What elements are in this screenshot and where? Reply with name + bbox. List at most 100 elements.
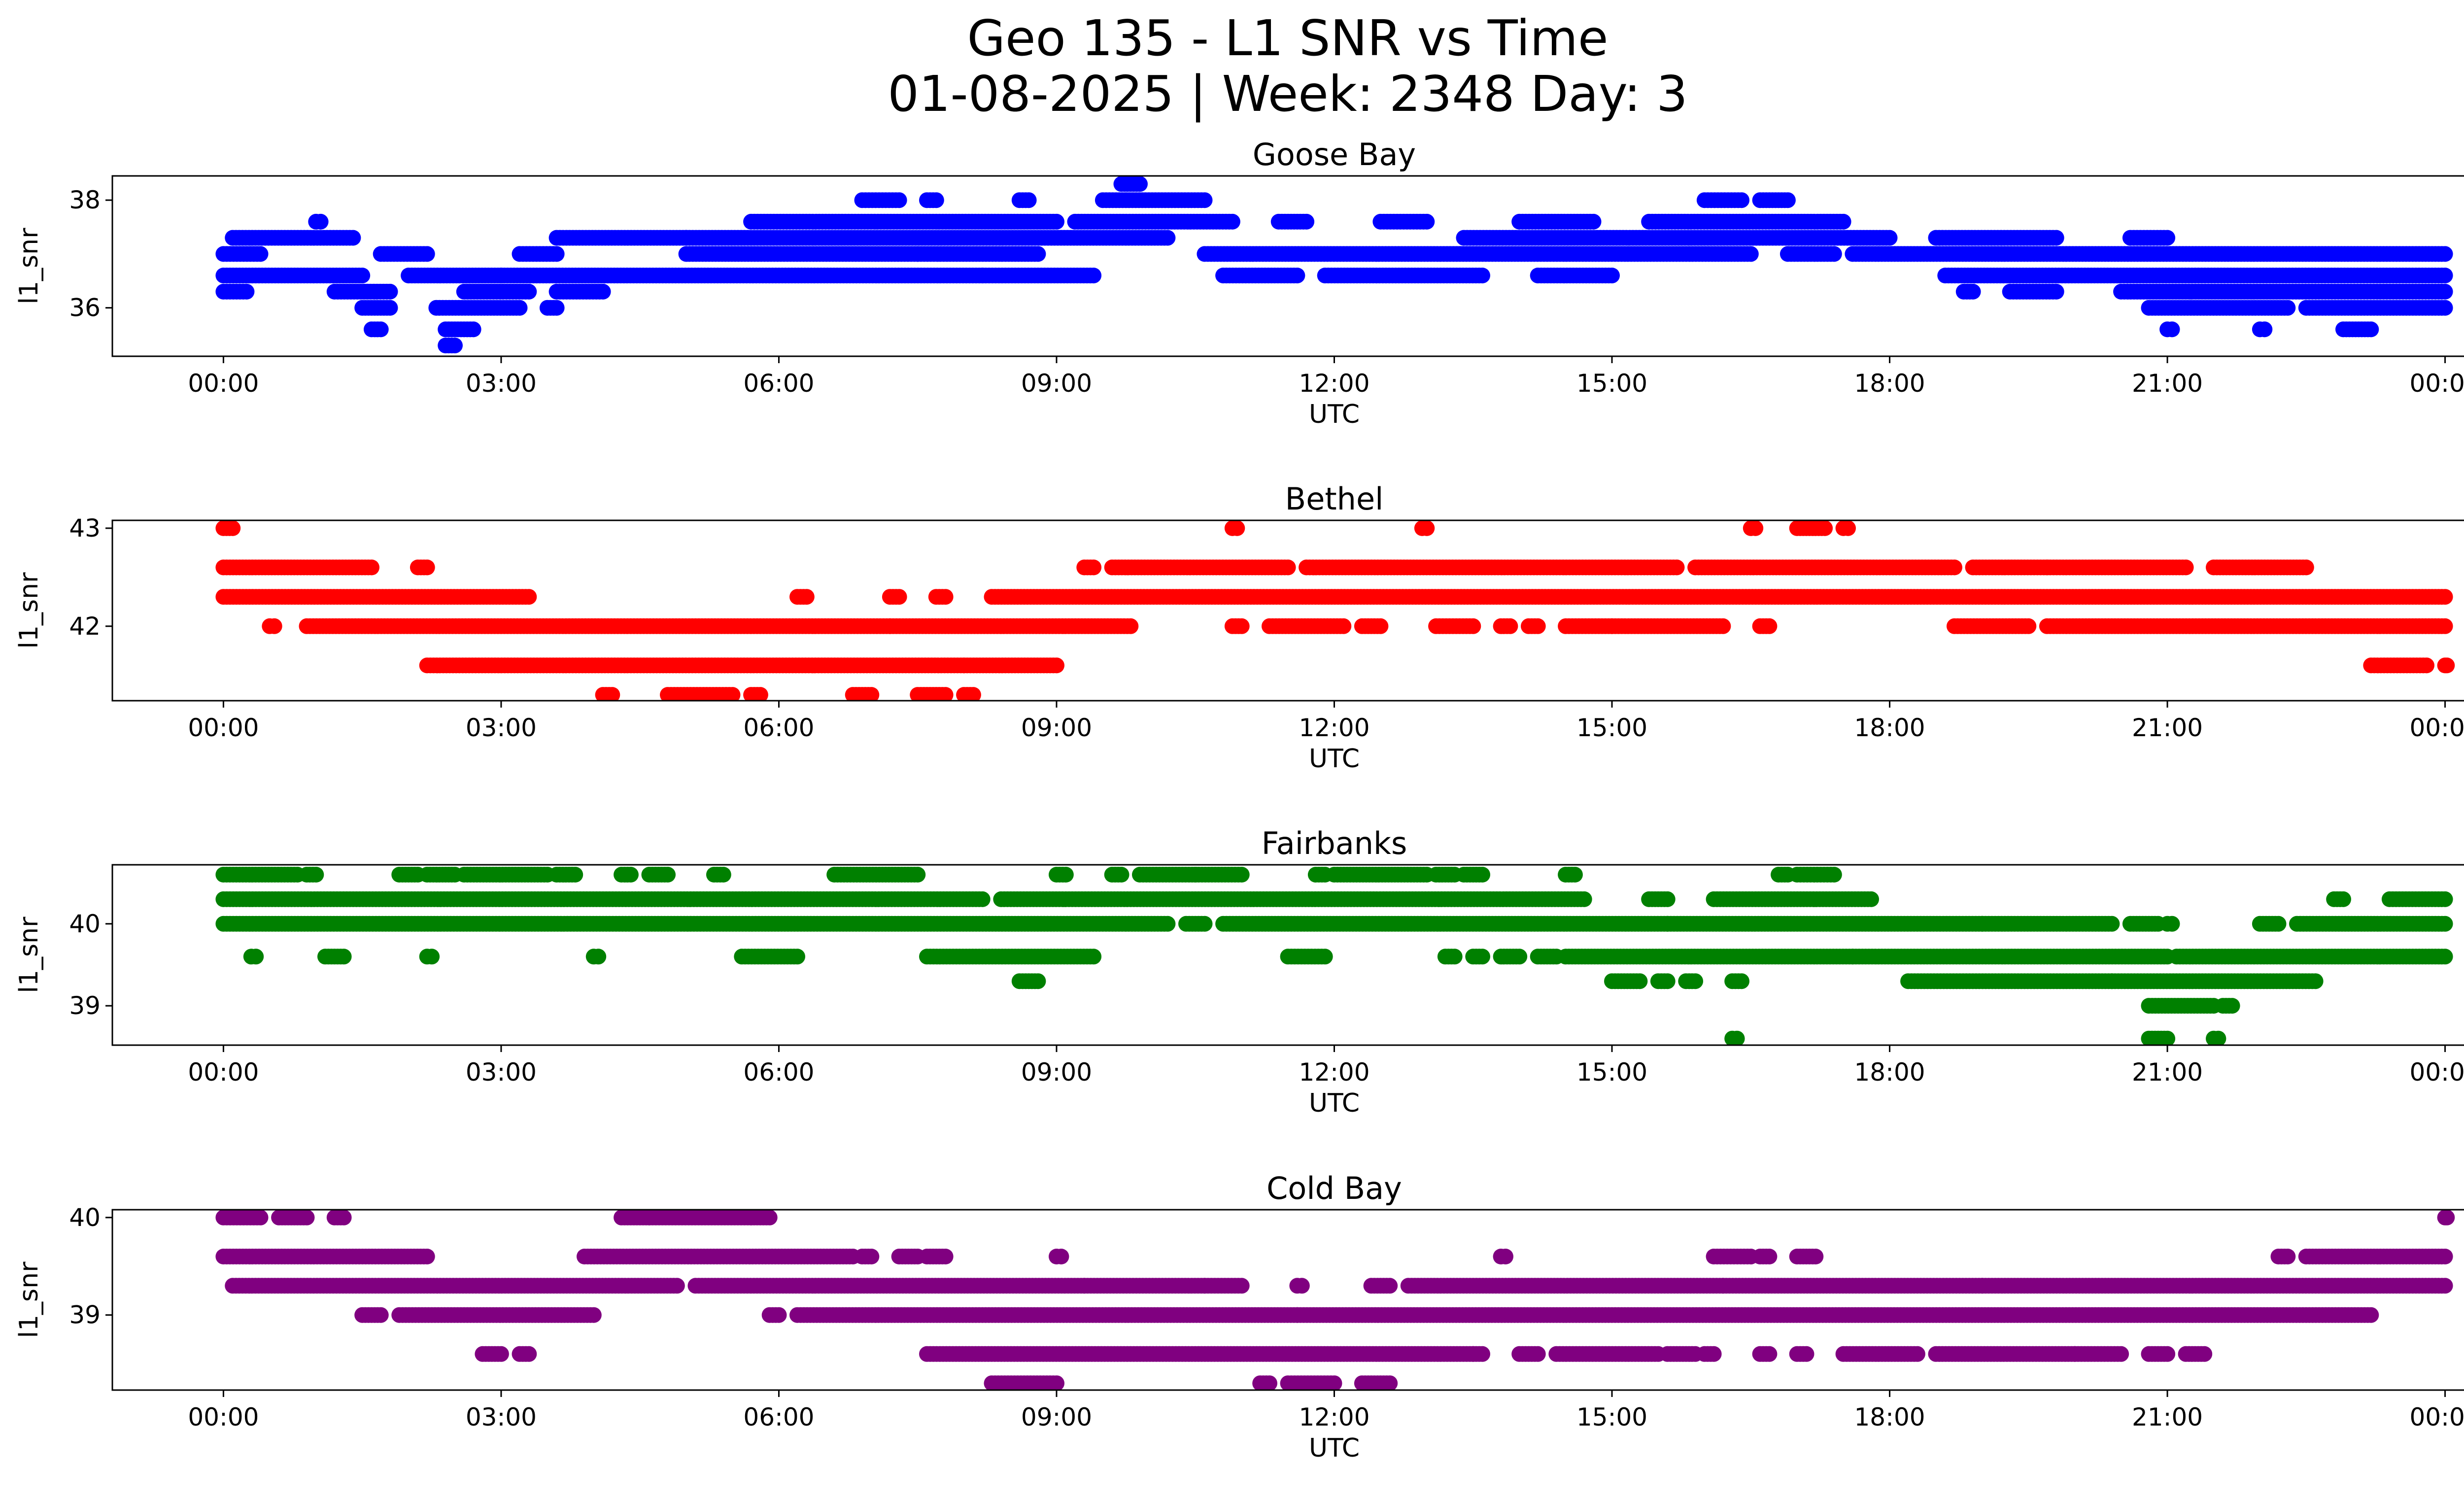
data-point xyxy=(2049,230,2064,246)
data-point xyxy=(382,284,398,300)
data-point xyxy=(1586,214,1602,230)
data-point xyxy=(2437,891,2453,907)
data-point xyxy=(1229,520,1245,536)
y-axis-label: l1_snr xyxy=(14,572,44,649)
data-point xyxy=(1114,867,1129,883)
data-point xyxy=(549,300,565,316)
data-point xyxy=(2335,891,2351,907)
data-point xyxy=(1747,520,1763,536)
data-point xyxy=(1474,867,1490,883)
data-point xyxy=(267,618,282,634)
scatter-series xyxy=(215,176,2453,353)
x-tick-label: 18:00 xyxy=(1854,369,1925,398)
data-point xyxy=(239,284,254,300)
data-point xyxy=(1086,268,1101,283)
data-point xyxy=(1882,230,1898,246)
data-point xyxy=(253,246,269,262)
data-point xyxy=(521,589,537,605)
data-point xyxy=(2257,321,2272,337)
data-point xyxy=(1660,891,1676,907)
x-tick-label: 06:00 xyxy=(743,369,814,398)
data-point xyxy=(891,192,907,208)
axes-frame xyxy=(112,520,2464,701)
x-tick-label: 21:00 xyxy=(2132,369,2203,398)
data-point xyxy=(1289,268,1305,283)
data-point xyxy=(1576,891,1592,907)
data-point xyxy=(2159,230,2175,246)
y-tick-label: 42 xyxy=(69,612,101,641)
x-tick-label: 06:00 xyxy=(743,714,814,742)
data-point xyxy=(1761,618,1777,634)
y-axis-label: l1_snr xyxy=(14,228,44,305)
data-point xyxy=(2419,657,2434,673)
x-tick-label: 00:00 xyxy=(188,714,259,742)
data-point xyxy=(1965,284,1981,300)
data-point xyxy=(1372,618,1388,634)
data-point xyxy=(1826,246,1842,262)
x-tick-label: 03:00 xyxy=(466,714,537,742)
data-point xyxy=(1225,214,1240,230)
scatter-series xyxy=(215,520,2455,703)
data-point xyxy=(1234,618,1250,634)
data-point xyxy=(1197,916,1213,932)
data-point xyxy=(1335,618,1351,634)
data-point xyxy=(1826,867,1842,883)
data-point xyxy=(466,321,481,337)
data-point xyxy=(419,560,435,576)
data-point xyxy=(1502,618,1518,634)
data-point xyxy=(2437,300,2453,316)
data-point xyxy=(928,192,944,208)
data-point xyxy=(2178,560,2194,576)
data-point xyxy=(1132,176,1148,192)
data-point xyxy=(2437,246,2453,262)
data-point xyxy=(1840,520,1856,536)
scatter-series xyxy=(215,867,2453,1047)
data-point xyxy=(549,246,565,262)
data-point xyxy=(521,284,537,300)
y-tick-label: 38 xyxy=(69,186,101,214)
data-point xyxy=(975,891,991,907)
x-tick-label: 00:00 xyxy=(2410,714,2464,742)
x-tick-label: 03:00 xyxy=(466,369,537,398)
x-tick-label: 12:00 xyxy=(1299,714,1369,742)
data-point xyxy=(1160,230,1175,246)
data-point xyxy=(1234,867,1250,883)
data-point xyxy=(1419,214,1435,230)
data-point xyxy=(1021,192,1037,208)
data-point xyxy=(1058,867,1074,883)
data-point xyxy=(345,230,361,246)
x-axis-label: UTC xyxy=(1309,744,1360,774)
x-tick-label: 21:00 xyxy=(2132,714,2203,742)
data-point xyxy=(1743,246,1759,262)
data-point xyxy=(419,246,435,262)
data-point xyxy=(2439,657,2455,673)
data-point xyxy=(660,867,676,883)
subplot-title: Bethel xyxy=(1285,481,1384,517)
x-tick-label: 09:00 xyxy=(1021,714,1092,742)
data-point xyxy=(373,321,389,337)
data-point xyxy=(567,867,583,883)
data-point xyxy=(2437,284,2453,300)
figure-title-line1: Geo 135 - L1 SNR vs Time xyxy=(967,9,1608,67)
x-axis-label: UTC xyxy=(1309,400,1360,429)
data-point xyxy=(1049,657,1064,673)
data-point xyxy=(1123,618,1138,634)
data-point xyxy=(2363,321,2379,337)
data-point xyxy=(2164,321,2180,337)
data-point xyxy=(2049,284,2064,300)
data-point xyxy=(2020,618,2036,634)
data-point xyxy=(1474,268,1490,283)
data-point xyxy=(1530,618,1546,634)
data-point xyxy=(354,268,370,283)
data-point xyxy=(2437,589,2453,605)
subplot-title: Fairbanks xyxy=(1262,825,1407,861)
data-point xyxy=(1780,192,1796,208)
data-point xyxy=(1817,520,1833,536)
data-point xyxy=(1669,560,1685,576)
data-point xyxy=(512,300,528,316)
data-point xyxy=(1086,560,1101,576)
data-point xyxy=(1734,192,1749,208)
